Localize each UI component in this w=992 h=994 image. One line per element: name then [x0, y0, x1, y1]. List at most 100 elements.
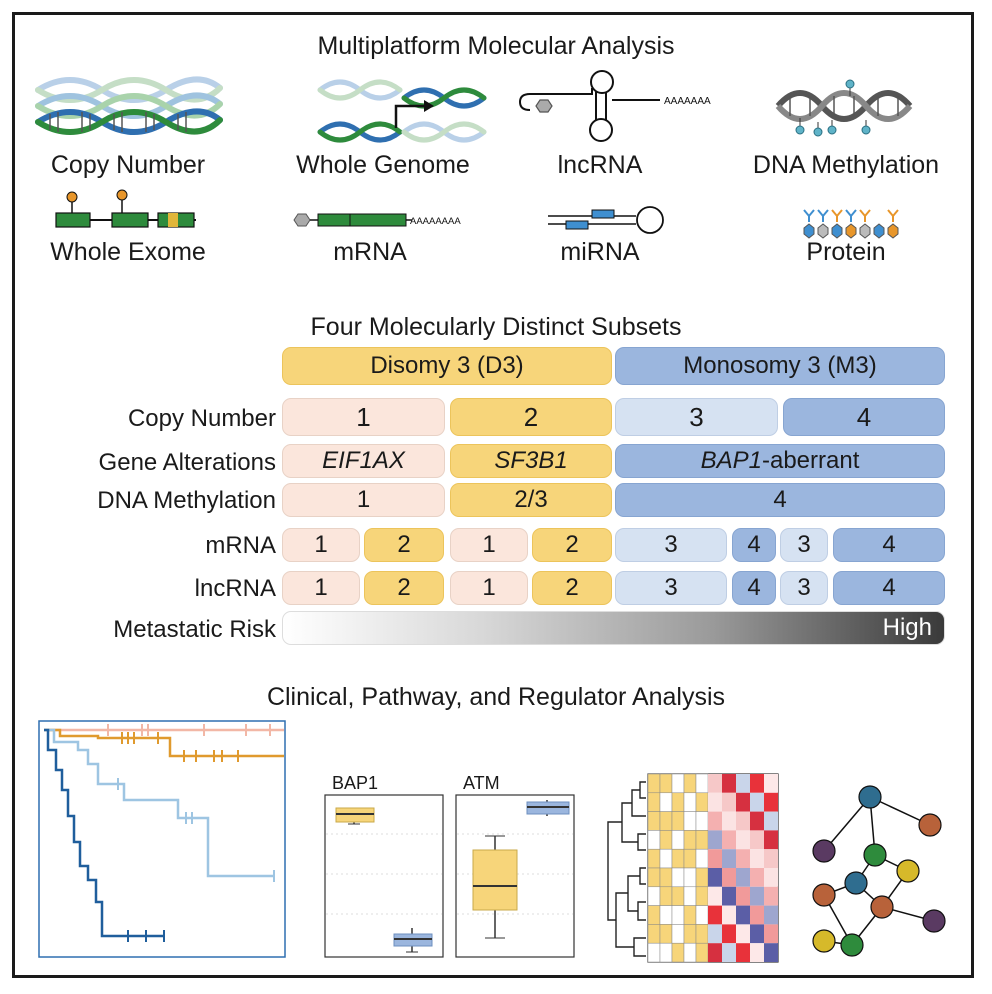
heatmap-value-cell — [764, 849, 778, 868]
regulator-network — [812, 785, 946, 957]
heatmap-annotation-cell — [647, 905, 661, 925]
heatmap-value-cell — [722, 811, 736, 831]
copy-number-subset-1: 1 — [282, 398, 445, 436]
heatmap-annotation-cell — [683, 867, 697, 888]
heatmap-annotation-cell — [659, 773, 673, 794]
heatmap-annotation-cell — [671, 924, 685, 944]
heatmap-annotation-cell — [659, 886, 673, 906]
copy-number-subset-4: 4 — [783, 398, 945, 436]
heatmap-value-cell — [722, 868, 736, 887]
heatmap-value-cell — [750, 905, 764, 925]
heatmap-annotation-cell — [647, 830, 661, 850]
heatmap-annotation-cell — [683, 905, 697, 925]
atm-boxplot — [455, 794, 575, 958]
heatmap-annotation-cell — [695, 886, 709, 906]
heatmap-annotation-cell — [671, 886, 685, 906]
heatmap-dendrogram — [607, 773, 779, 963]
mrna-cluster: 4 — [833, 528, 945, 562]
heatmap-value-cell — [750, 830, 764, 850]
bap1-gene-name: BAP1 — [700, 447, 762, 474]
heatmap-annotation-cell — [695, 867, 709, 888]
heatmap-annotation-cell — [683, 792, 697, 812]
heatmap-annotation-cell — [695, 848, 709, 869]
group-header-disomy: Disomy 3 (D3) — [282, 347, 612, 385]
lncrna-cluster: 3 — [780, 571, 828, 605]
row-label-gene-alterations: Gene Alterations — [98, 449, 276, 476]
heatmap-annotation-cell — [671, 811, 685, 831]
protein-phospho-icon — [803, 209, 899, 239]
svg-text:AAAAAAAA: AAAAAAAA — [410, 216, 461, 227]
subsets-title: Four Molecularly Distinct Subsets — [310, 313, 682, 341]
lncrna-cluster: 4 — [732, 571, 776, 605]
heatmap-annotation-cell — [671, 773, 685, 794]
metastatic-risk-gradient: High — [282, 611, 945, 645]
figure-frame — [12, 12, 974, 978]
exome-mutation-icon — [55, 189, 196, 228]
lncrna-cluster: 1 — [282, 571, 360, 605]
methylated-dna-icon — [775, 79, 913, 137]
dna-helix-stack-icon — [35, 76, 223, 135]
heatmap-annotation-cell — [683, 942, 697, 963]
lncrna-cluster: 1 — [450, 571, 528, 605]
heatmap-annotation-cell — [683, 886, 697, 906]
lncrna-hairpin-icon: AAAAAAA — [518, 70, 711, 142]
heatmap-value-cell — [722, 830, 736, 850]
heatmap-value-cell — [708, 792, 722, 812]
platform-label-lncrna: lncRNA — [557, 151, 643, 179]
heatmap-value-cell — [764, 943, 778, 962]
heatmap-annotation-cell — [659, 792, 673, 812]
heatmap-value-cell — [736, 830, 750, 850]
heatmap-annotation-cell — [671, 792, 685, 812]
heatmap-annotation-cell — [695, 924, 709, 944]
heatmap-value-cell — [708, 905, 722, 925]
heatmap-annotation-cell — [659, 924, 673, 944]
heatmap-value-cell — [722, 774, 736, 793]
heatmap-value-cell — [750, 943, 764, 962]
heatmap-value-cell — [736, 943, 750, 962]
heatmap-value-cell — [750, 868, 764, 887]
heatmap-value-cell — [764, 830, 778, 850]
heatmap-annotation-cell — [695, 905, 709, 925]
heatmap-value-cell — [708, 924, 722, 944]
heatmap-value-cell — [708, 811, 722, 831]
header-title: Multiplatform Molecular Analysis — [317, 32, 675, 60]
heatmap-annotation-cell — [671, 830, 685, 850]
heatmap-value-cell — [722, 943, 736, 962]
heatmap-value-cell — [722, 792, 736, 812]
mrna-cluster: 1 — [282, 528, 360, 562]
heatmap-value-cell — [708, 943, 722, 962]
heatmap-annotation-cell — [695, 773, 709, 794]
platform-label-protein: Protein — [806, 238, 886, 266]
heatmap-annotation-cell — [659, 905, 673, 925]
heatmap-value-cell — [750, 849, 764, 868]
lncrna-cluster: 4 — [833, 571, 945, 605]
heatmap-annotation-cell — [671, 942, 685, 963]
heatmap-annotation-cell — [683, 848, 697, 869]
heatmap-value-cell — [750, 811, 764, 831]
heatmap-value-cell — [736, 774, 750, 793]
heatmap-value-cell — [764, 886, 778, 906]
heatmap-annotation-cell — [647, 773, 661, 794]
heatmap-value-cell — [736, 868, 750, 887]
copy-number-subset-3: 3 — [615, 398, 778, 436]
heatmap-value-cell — [764, 905, 778, 925]
row-label-lncrna: lncRNA — [194, 575, 276, 602]
heatmap-value-cell — [708, 774, 722, 793]
heatmap-annotation-cell — [671, 848, 685, 869]
heatmap-value-cell — [736, 792, 750, 812]
heatmap-value-cell — [722, 905, 736, 925]
heatmap-annotation-cell — [683, 924, 697, 944]
heatmap-value-cell — [736, 849, 750, 868]
heatmap-value-cell — [750, 774, 764, 793]
heatmap-annotation-cell — [647, 867, 661, 888]
boxplot-label-bap1: BAP1 — [332, 773, 379, 793]
platform-label-whole-exome: Whole Exome — [50, 238, 206, 266]
heatmap-annotation-cell — [659, 867, 673, 888]
heatmap-annotation-cell — [647, 811, 661, 831]
heatmap-value-cell — [764, 868, 778, 887]
lncrna-cluster: 3 — [615, 571, 727, 605]
copy-number-subset-2: 2 — [450, 398, 612, 436]
gene-alteration-sf3b1: SF3B1 — [450, 444, 612, 478]
methylation-cluster-2-3: 2/3 — [450, 483, 612, 517]
group-header-monosomy: Monosomy 3 (M3) — [615, 347, 945, 385]
